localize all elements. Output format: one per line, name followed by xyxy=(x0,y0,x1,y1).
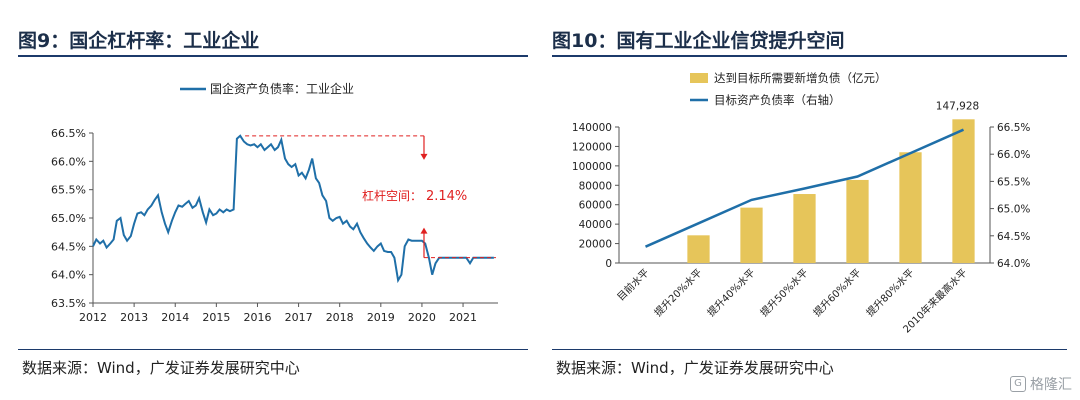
x-category-label: 提升20%水平 xyxy=(652,267,704,319)
right-source-rule xyxy=(552,349,1067,350)
right-y-tick-label: 64.5% xyxy=(997,231,1030,243)
watermark-logo-icon: G xyxy=(1010,376,1026,392)
x-tick-label: 2016 xyxy=(243,311,271,324)
x-tick-label: 2019 xyxy=(367,311,395,324)
x-category-label: 提升40%水平 xyxy=(705,267,757,319)
legend-bar-label: 达到目标所需要新增负债（亿元） xyxy=(714,71,887,85)
left-source-note: 数据来源：Wind，广发证券发展研究中心 xyxy=(22,359,300,377)
target-ratio-line xyxy=(644,128,965,248)
x-category-label: 提升60%水平 xyxy=(811,267,863,319)
y-tick-label: 64.0% xyxy=(51,269,86,282)
annotation-label: 杠杆空间： xyxy=(362,188,422,203)
left-y-tick-label: 0 xyxy=(605,258,612,270)
annotation-arrowhead-down xyxy=(420,153,428,160)
right-y-tick-label: 66.5% xyxy=(997,122,1030,134)
x-tick-label: 2012 xyxy=(79,311,107,324)
x-category-label: 目前水平 xyxy=(614,266,651,303)
right-y-tick-label: 65.0% xyxy=(997,204,1030,216)
bar xyxy=(952,119,975,263)
left-y-tick-label: 140000 xyxy=(572,122,612,134)
bar xyxy=(793,194,816,263)
y-tick-label: 66.5% xyxy=(51,127,86,140)
left-y-tick-label: 120000 xyxy=(572,141,612,153)
right-y-tick-label: 66.0% xyxy=(997,149,1030,161)
left-line-chart: 63.5% 64.0% 64.5% 65.0% 65.5% 66.0% 66.5% 2012 2… xyxy=(51,81,498,324)
left-y-tick-label: 60000 xyxy=(579,200,612,212)
data-label: 147,928 xyxy=(936,100,979,112)
x-tick-label: 2020 xyxy=(408,311,436,324)
left-chart-title: 图9：国企杠杆率：工业企业 xyxy=(18,30,260,52)
left-title-rule xyxy=(18,55,528,57)
x-tick-label: 2018 xyxy=(326,311,354,324)
x-tick-label: 2015 xyxy=(202,311,230,324)
left-y-tick-label: 40000 xyxy=(579,219,612,231)
legend-label: 国企资产负债率：工业企业 xyxy=(210,81,354,96)
bar xyxy=(740,207,763,263)
annotation-value: 2.14% xyxy=(426,189,467,204)
x-category-label: 提升50%水平 xyxy=(758,267,810,319)
watermark: G 格隆汇 xyxy=(1010,374,1072,394)
right-combo-chart: 0 20000 40000 60000 80000 100000 120000 140000 6… xyxy=(572,71,1030,336)
legend-bar-swatch xyxy=(690,73,708,83)
y-tick-label: 65.0% xyxy=(51,212,86,225)
left-y-tick-label: 80000 xyxy=(579,180,612,192)
right-y-tick-label: 65.5% xyxy=(997,176,1030,188)
annotation-arrowhead-up xyxy=(420,227,428,234)
x-tick-label: 2017 xyxy=(285,311,313,324)
left-y-tick-label: 100000 xyxy=(572,161,612,173)
left-y-tick-label: 20000 xyxy=(579,239,612,251)
x-category-label: 提升80%水平 xyxy=(864,267,916,319)
y-tick-label: 65.5% xyxy=(51,184,86,197)
y-tick-label: 64.5% xyxy=(51,240,86,253)
x-tick-label: 2014 xyxy=(161,311,189,324)
bar xyxy=(899,152,922,263)
x-tick-label: 2013 xyxy=(120,311,148,324)
right-chart-title: 图10：国有工业企业信贷提升空间 xyxy=(552,30,845,52)
bar xyxy=(846,179,869,263)
watermark-text: 格隆汇 xyxy=(1030,377,1072,393)
x-tick-label: 2021 xyxy=(449,311,477,324)
y-tick-label: 66.0% xyxy=(51,155,86,168)
bar xyxy=(687,235,710,263)
right-title-rule xyxy=(552,55,1067,57)
y-tick-label: 63.5% xyxy=(51,297,86,310)
legend-line-label: 目标资产负债率（右轴） xyxy=(714,93,841,107)
series-line xyxy=(92,134,494,284)
right-y-tick-label: 64.0% xyxy=(997,258,1030,270)
left-source-rule xyxy=(18,349,528,350)
right-source-note: 数据来源：Wind，广发证券发展研究中心 xyxy=(556,359,834,377)
